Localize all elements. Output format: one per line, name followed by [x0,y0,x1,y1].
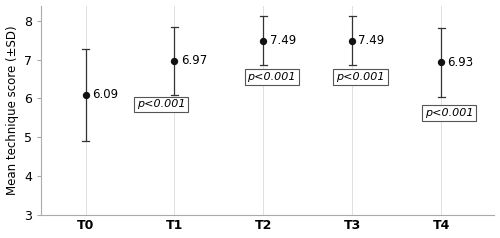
Point [260,39,268,43]
Text: p<0.001: p<0.001 [425,108,474,118]
Text: 6.93: 6.93 [448,56,473,69]
Point [170,59,178,63]
Text: 6.09: 6.09 [92,89,118,101]
Text: p<0.001: p<0.001 [248,72,296,82]
Y-axis label: Mean technique score (±SD): Mean technique score (±SD) [6,25,18,195]
Text: p<0.001: p<0.001 [137,99,186,109]
Text: 7.49: 7.49 [358,34,384,47]
Point [437,60,445,64]
Text: 6.97: 6.97 [180,55,207,67]
Point [348,39,356,43]
Text: 7.49: 7.49 [270,34,296,47]
Text: p<0.001: p<0.001 [336,72,384,82]
Point [82,93,90,97]
